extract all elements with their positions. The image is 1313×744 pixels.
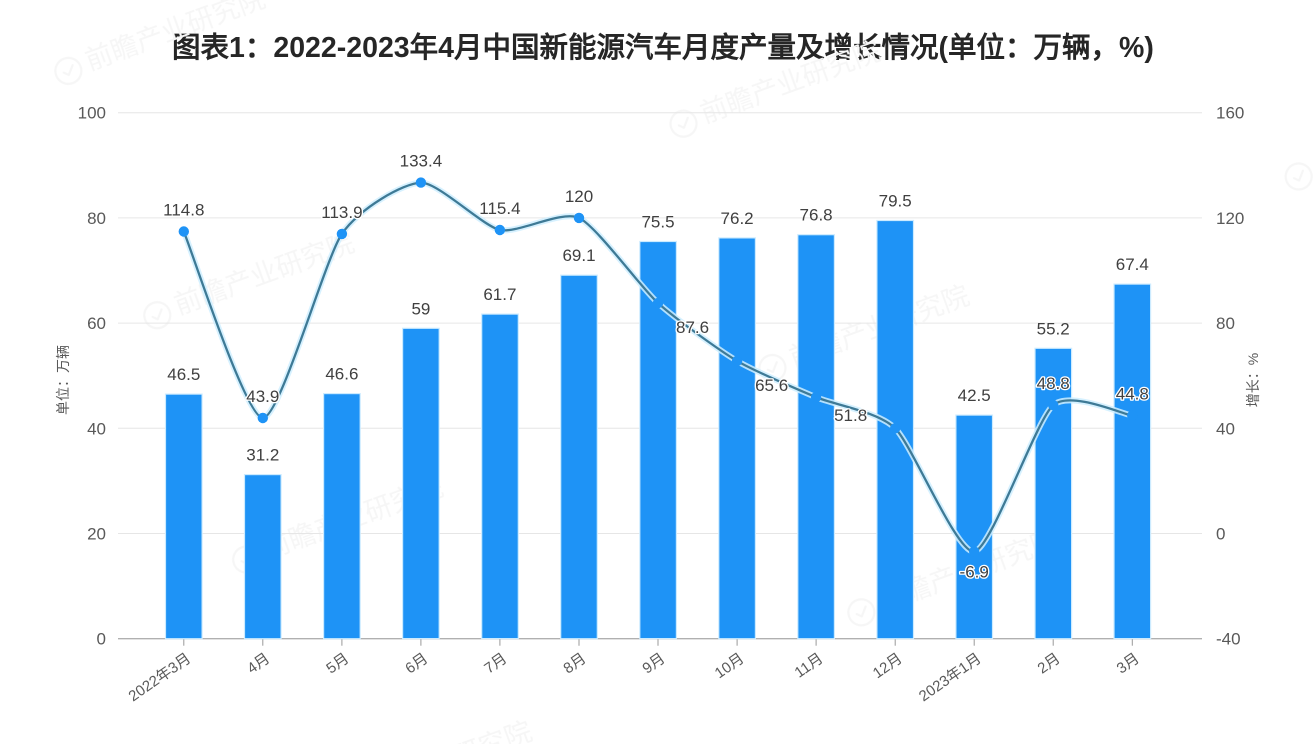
svg-text:120: 120 bbox=[1216, 209, 1244, 228]
svg-text:0: 0 bbox=[1216, 525, 1225, 544]
svg-text:160: 160 bbox=[1216, 104, 1244, 123]
svg-text:-6.9: -6.9 bbox=[960, 563, 989, 582]
svg-text:44.8: 44.8 bbox=[1116, 385, 1149, 404]
svg-text:59: 59 bbox=[411, 299, 430, 318]
svg-text:46.6: 46.6 bbox=[325, 365, 358, 384]
svg-text:-40: -40 bbox=[1216, 630, 1241, 649]
svg-text:46.5: 46.5 bbox=[167, 365, 200, 384]
svg-text:40: 40 bbox=[1216, 419, 1235, 438]
svg-text:0: 0 bbox=[97, 630, 106, 649]
svg-text:单位：万辆: 单位：万辆 bbox=[55, 345, 71, 415]
svg-text:67.4: 67.4 bbox=[1116, 255, 1149, 274]
svg-text:31.2: 31.2 bbox=[246, 446, 279, 465]
svg-text:120: 120 bbox=[565, 187, 593, 206]
svg-text:43.9: 43.9 bbox=[246, 387, 279, 406]
svg-text:113.9: 113.9 bbox=[321, 203, 362, 222]
svg-text:48.8: 48.8 bbox=[1037, 374, 1070, 393]
svg-text:55.2: 55.2 bbox=[1037, 319, 1070, 338]
svg-text:65.6: 65.6 bbox=[755, 376, 788, 395]
svg-text:114.8: 114.8 bbox=[163, 201, 204, 220]
svg-text:87.6: 87.6 bbox=[676, 318, 709, 337]
svg-text:80: 80 bbox=[1216, 314, 1235, 333]
svg-text:115.4: 115.4 bbox=[479, 199, 520, 218]
svg-text:133.4: 133.4 bbox=[400, 152, 443, 171]
svg-text:20: 20 bbox=[87, 525, 106, 544]
svg-text:51.8: 51.8 bbox=[834, 406, 867, 425]
svg-text:42.5: 42.5 bbox=[958, 386, 991, 405]
svg-text:69.1: 69.1 bbox=[562, 246, 595, 265]
svg-text:60: 60 bbox=[87, 314, 106, 333]
svg-text:61.7: 61.7 bbox=[483, 285, 516, 304]
svg-text:40: 40 bbox=[87, 419, 106, 438]
svg-text:增长：%: 增长：% bbox=[1245, 353, 1261, 407]
svg-text:76.8: 76.8 bbox=[800, 206, 833, 225]
svg-text:100: 100 bbox=[78, 104, 106, 123]
svg-text:76.2: 76.2 bbox=[721, 209, 754, 228]
svg-text:80: 80 bbox=[87, 209, 106, 228]
svg-text:79.5: 79.5 bbox=[879, 192, 912, 211]
svg-text:75.5: 75.5 bbox=[641, 213, 674, 232]
